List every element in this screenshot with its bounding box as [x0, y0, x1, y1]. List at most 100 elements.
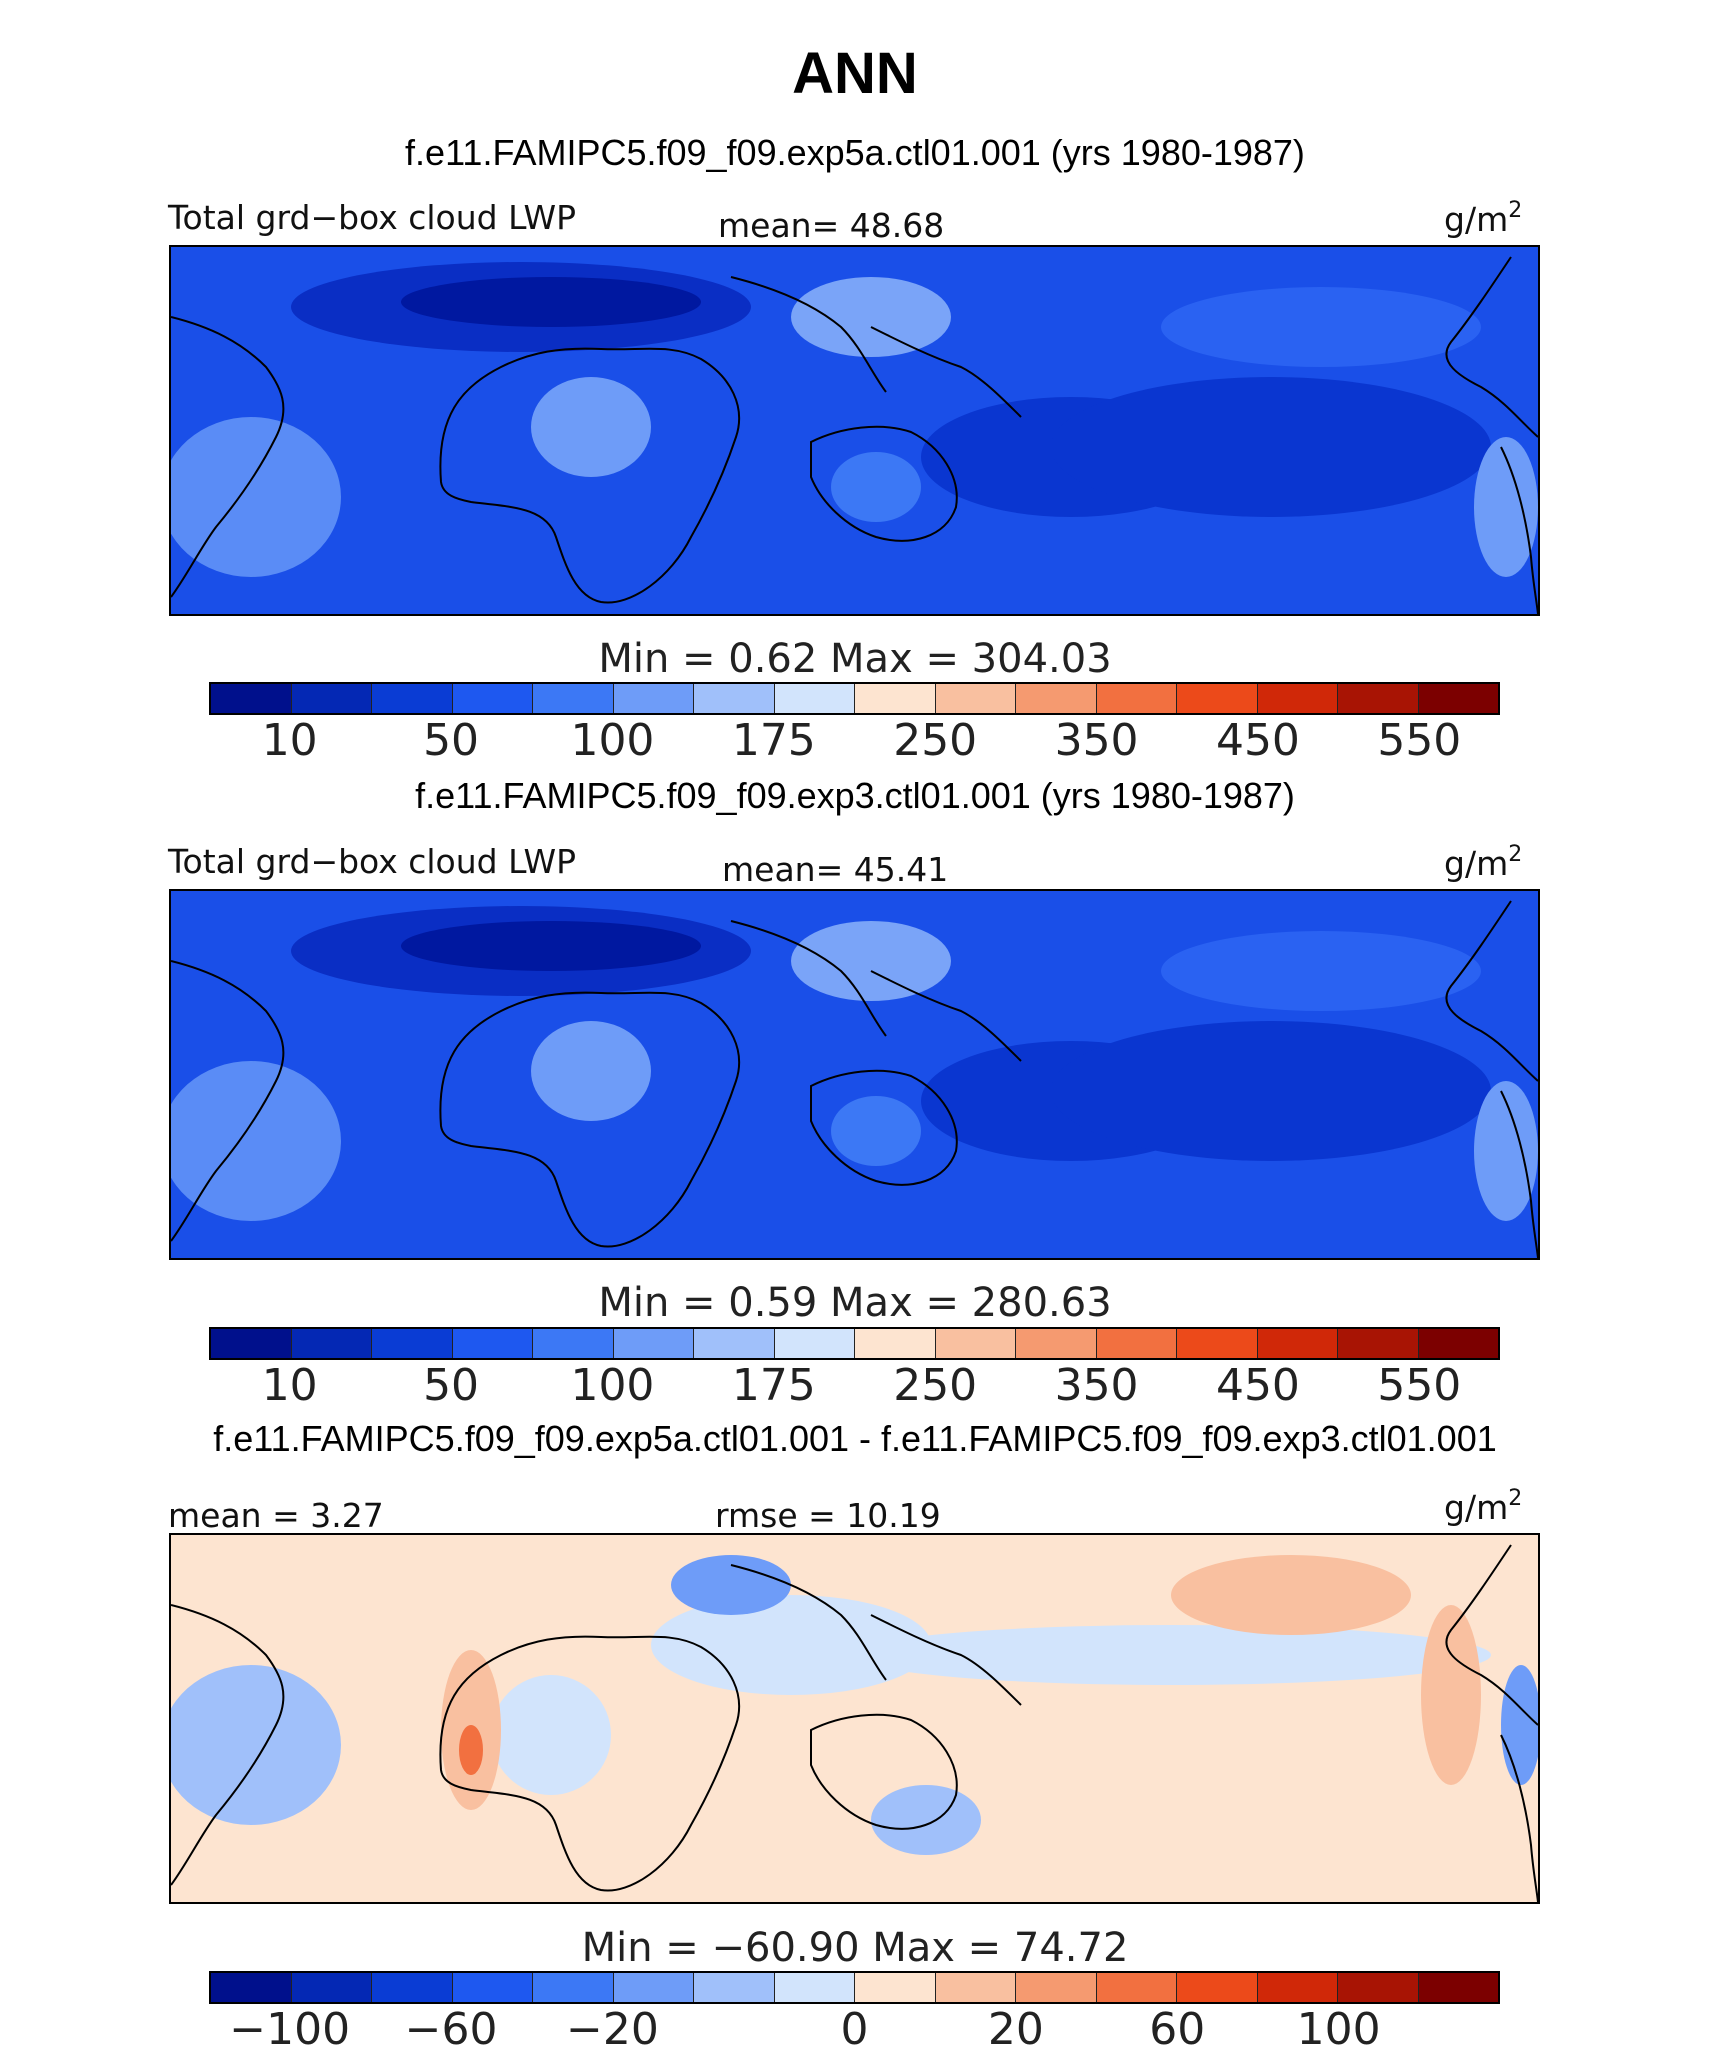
coastline	[870, 970, 1022, 1062]
colorbar-swatch	[1418, 1329, 1498, 1358]
colorbar-swatch	[1338, 1329, 1419, 1358]
colorbar-swatch	[774, 1973, 855, 2002]
coastline	[171, 960, 285, 1242]
colorbar-tick-label: 250	[893, 1360, 978, 1411]
colorbar-tick-label: 50	[423, 1360, 480, 1411]
colorbar-tick-label: 250	[893, 715, 978, 766]
panel-1-min-max: Min = 0.62 Max = 304.03	[598, 636, 1112, 682]
colorbar-swatch	[533, 684, 614, 713]
colorbar-swatch	[1338, 684, 1419, 713]
mid-lwp-shading	[831, 1096, 921, 1166]
colorbar-swatch	[1016, 684, 1097, 713]
coastline	[730, 276, 887, 393]
colorbar-swatch	[1177, 1973, 1258, 2002]
colorbar-swatch	[211, 684, 292, 713]
colorbar-swatch	[452, 684, 533, 713]
colorbar-swatch	[694, 1329, 775, 1358]
colorbar-tick-label: 350	[1054, 715, 1139, 766]
coastline	[870, 1614, 1022, 1706]
positive-diff-shading	[1421, 1605, 1481, 1785]
colorbar-swatch	[291, 684, 372, 713]
colorbar-tick-label: 175	[731, 715, 816, 766]
colorbar-swatch	[1177, 1329, 1258, 1358]
colorbar-tick-label: 60	[1149, 2004, 1206, 2055]
low-lwp-shading	[1051, 1021, 1491, 1161]
coastline	[439, 347, 741, 604]
colorbar-tick-label: 100	[570, 1360, 655, 1411]
panel-1-colorbar-ticks: 10 50 100 175 250 350 450 550	[209, 715, 1500, 766]
coastline	[810, 1713, 958, 1830]
colorbar-swatch	[855, 1973, 936, 2002]
panel-2-variable-label: Total grd−box cloud LWP	[168, 842, 576, 881]
colorbar-swatch	[1257, 1329, 1338, 1358]
colorbar-swatch	[855, 684, 936, 713]
high-lwp-shading	[531, 377, 651, 477]
colorbar-tick-label: 20	[987, 2004, 1044, 2055]
colorbar-swatch	[1418, 684, 1498, 713]
negative-diff-shading	[651, 1595, 931, 1695]
coastline	[810, 1069, 958, 1186]
panel-3-mean-label: mean = 3.27	[168, 1496, 384, 1535]
colorbar-swatch	[1177, 684, 1258, 713]
colorbar-swatch	[1096, 684, 1177, 713]
colorbar-swatch	[291, 1329, 372, 1358]
colorbar-swatch	[1418, 1973, 1498, 2002]
colorbar-tick-label: 550	[1377, 715, 1462, 766]
colorbar-swatch	[372, 1329, 453, 1358]
colorbar-tick-label: 350	[1054, 1360, 1139, 1411]
dry-region-shading	[401, 277, 701, 327]
panel-3-rmse-label: rmse = 10.19	[715, 1496, 941, 1535]
colorbar-swatch	[291, 1973, 372, 2002]
colorbar-swatch	[935, 1973, 1016, 2002]
main-title: ANN	[792, 41, 918, 106]
high-lwp-shading	[791, 921, 951, 1001]
colorbar-swatch	[613, 1973, 694, 2002]
colorbar-swatch	[774, 1329, 855, 1358]
panel-2-map	[169, 889, 1540, 1260]
mid-lwp-shading	[1161, 931, 1481, 1011]
mid-lwp-shading	[831, 452, 921, 522]
colorbar-swatch	[855, 1329, 936, 1358]
colorbar-swatch	[1096, 1329, 1177, 1358]
mid-lwp-shading	[1161, 287, 1481, 367]
panel-1-case-title: f.e11.FAMIPC5.f09_f09.exp5a.ctl01.001 (y…	[405, 132, 1305, 173]
colorbar-swatch	[372, 1973, 453, 2002]
colorbar-swatch	[1338, 1973, 1419, 2002]
colorbar-swatch	[533, 1329, 614, 1358]
panel-2-case-title: f.e11.FAMIPC5.f09_f09.exp3.ctl01.001 (yr…	[415, 775, 1295, 816]
panel-1-map	[169, 245, 1540, 616]
low-lwp-shading	[1051, 377, 1491, 517]
panel-1-colorbar-wrap: 10 50 100 175 250 350 450 550	[209, 682, 1500, 766]
colorbar-swatch	[211, 1329, 292, 1358]
colorbar-swatch	[1096, 1973, 1177, 2002]
colorbar-tick-label: 175	[731, 1360, 816, 1411]
colorbar-tick-label: 450	[1215, 715, 1300, 766]
positive-diff-shading	[459, 1725, 483, 1775]
colorbar-swatch	[372, 684, 453, 713]
colorbar-swatch	[1016, 1973, 1097, 2002]
colorbar-swatch	[1016, 1329, 1097, 1358]
coastline	[1445, 256, 1538, 438]
high-lwp-shading	[171, 1061, 341, 1221]
panel-3-colorbar-ticks: −100 −60 −20 0 20 60 100	[209, 2004, 1500, 2055]
colorbar-swatch	[211, 1973, 292, 2002]
panel-2-colorbar	[209, 1327, 1500, 1360]
colorbar-swatch	[694, 684, 775, 713]
colorbar-tick-label: 450	[1215, 1360, 1300, 1411]
colorbar-tick-label: 10	[261, 1360, 318, 1411]
panel-1-variable-label: Total grd−box cloud LWP	[168, 198, 576, 237]
dry-region-shading	[401, 921, 701, 971]
colorbar-swatch	[935, 684, 1016, 713]
high-lwp-shading	[531, 1021, 651, 1121]
coastline	[439, 1635, 741, 1892]
colorbar-tick-label: 10	[261, 715, 318, 766]
high-lwp-shading	[791, 277, 951, 357]
negative-diff-shading	[871, 1785, 981, 1855]
panel-3-colorbar	[209, 1971, 1500, 2004]
coastline	[1445, 1544, 1538, 1726]
panel-1-mean-label: mean= 48.68	[718, 206, 945, 245]
panel-1-colorbar	[209, 682, 1500, 715]
panel-2-colorbar-wrap: 10 50 100 175 250 350 450 550	[209, 1327, 1500, 1411]
panel-2-min-max: Min = 0.59 Max = 280.63	[598, 1280, 1112, 1326]
colorbar-swatch	[935, 1329, 1016, 1358]
